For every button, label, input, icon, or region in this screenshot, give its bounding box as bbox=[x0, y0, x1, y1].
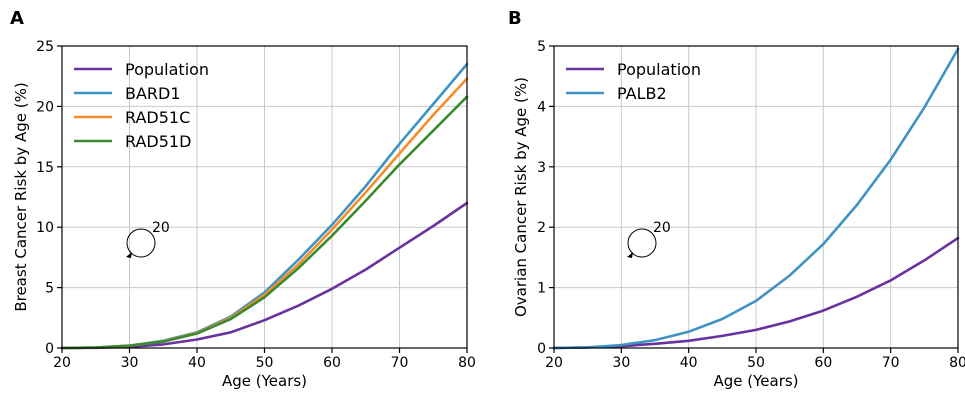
y-tick-label: 25 bbox=[36, 39, 54, 55]
y-tick-label: 0 bbox=[45, 341, 54, 357]
y-tick-label: 2 bbox=[537, 220, 546, 236]
panel-letter: A bbox=[10, 8, 24, 29]
x-tick-label: 70 bbox=[391, 355, 409, 371]
rotation-circle-icon bbox=[627, 228, 657, 258]
y-axis-label: Breast Cancer Risk by Age (%) bbox=[12, 82, 30, 311]
y-axis-label: Ovarian Cancer Risk by Age (%) bbox=[512, 77, 530, 317]
legend-entry: Population bbox=[125, 60, 209, 79]
x-tick-label: 30 bbox=[121, 355, 139, 371]
x-tick-label: 60 bbox=[814, 355, 832, 371]
rotation-arrow-icon bbox=[627, 252, 633, 258]
x-tick-label: 30 bbox=[612, 355, 630, 371]
annotation-label: 20 bbox=[653, 220, 671, 236]
legend-entry: Population bbox=[617, 60, 701, 79]
x-axis-label: Age (Years) bbox=[713, 372, 798, 390]
legend-entry: RAD51C bbox=[125, 108, 190, 127]
x-tick-label: 50 bbox=[747, 355, 765, 371]
y-tick-label: 5 bbox=[537, 39, 546, 55]
y-tick-label: 20 bbox=[36, 99, 54, 115]
rotation-circle-icon bbox=[126, 228, 156, 258]
y-tick-label: 1 bbox=[537, 281, 546, 297]
y-tick-label: 0 bbox=[537, 341, 546, 357]
x-tick-label: 50 bbox=[256, 355, 274, 371]
rotation-arrow-icon bbox=[126, 252, 132, 258]
x-axis-label: Age (Years) bbox=[222, 372, 307, 390]
y-tick-label: 4 bbox=[537, 99, 546, 115]
x-tick-label: 80 bbox=[458, 355, 476, 371]
y-tick-label: 3 bbox=[537, 160, 546, 176]
legend-entry: RAD51D bbox=[125, 132, 191, 151]
y-tick-label: 15 bbox=[36, 160, 54, 176]
annotation-label: 20 bbox=[152, 220, 170, 236]
legend-entry: BARD1 bbox=[125, 84, 181, 103]
x-tick-label: 60 bbox=[323, 355, 341, 371]
x-tick-label: 20 bbox=[545, 355, 563, 371]
y-tick-label: 10 bbox=[36, 220, 54, 236]
series-line-rad51d bbox=[60, 95, 469, 350]
series-line-palb2 bbox=[552, 47, 960, 350]
x-tick-label: 20 bbox=[53, 355, 71, 371]
panel-b: B 20 30 40 50 60 70 80 0 1 2 3 4 5 Age (Years) Ovarian … bbox=[508, 8, 965, 390]
legend-entry: PALB2 bbox=[617, 84, 667, 103]
y-tick-label: 5 bbox=[45, 281, 54, 297]
x-tick-label: 40 bbox=[680, 355, 698, 371]
panel-a: A 20 30 40 50 60 70 80 0 5 10 15 20 25 Age (Years) Brea… bbox=[10, 8, 476, 390]
x-tick-label: 80 bbox=[949, 355, 965, 371]
x-tick-label: 40 bbox=[188, 355, 206, 371]
panel-letter: B bbox=[508, 8, 522, 29]
x-tick-label: 70 bbox=[882, 355, 900, 371]
